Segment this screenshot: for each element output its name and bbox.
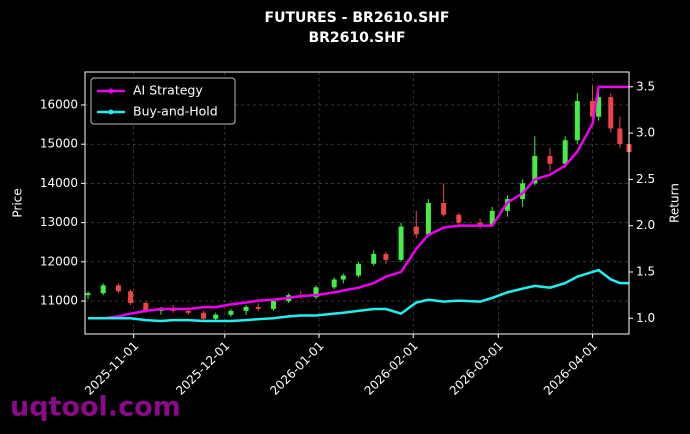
y2-tick-label: 2.0 bbox=[636, 218, 655, 232]
candle-body bbox=[331, 279, 337, 288]
candle-body bbox=[489, 210, 495, 225]
legend-marker bbox=[108, 109, 114, 115]
y-tick-label: 16000 bbox=[40, 97, 78, 111]
y2-tick-label: 1.5 bbox=[636, 264, 655, 278]
candle-body bbox=[356, 263, 362, 276]
candle-body bbox=[590, 101, 596, 117]
chart-title: FUTURES - BR2610.SHF bbox=[265, 10, 450, 26]
legend-label: Buy-and-Hold bbox=[133, 104, 218, 119]
candle-body bbox=[201, 312, 207, 319]
candle-body bbox=[574, 101, 580, 141]
x-tick-label: 2026-04-01 bbox=[541, 339, 600, 398]
y-tick-label: 12000 bbox=[40, 254, 78, 268]
candle-body bbox=[532, 155, 538, 184]
chart-subtitle: BR2610.SHF bbox=[308, 30, 405, 46]
candle-body bbox=[228, 310, 234, 315]
legend-label: AI Strategy bbox=[133, 83, 203, 98]
y2-tick-label: 2.5 bbox=[636, 172, 655, 186]
candle-body bbox=[143, 303, 149, 311]
candle-body bbox=[596, 97, 602, 117]
candle-body bbox=[243, 306, 249, 311]
candle-body bbox=[270, 301, 276, 309]
candle-body bbox=[477, 222, 483, 225]
candle-body bbox=[128, 291, 134, 304]
y-axis-label: Price bbox=[11, 188, 25, 217]
plot-frame bbox=[84, 71, 630, 335]
x-tick-label: 2026-01-01 bbox=[267, 339, 326, 398]
x-tick-label: 2026-03-01 bbox=[447, 339, 506, 398]
y-tick-label: 15000 bbox=[40, 137, 78, 151]
x-tick-label: 2026-02-01 bbox=[362, 339, 421, 398]
candle-body bbox=[313, 287, 319, 298]
candle-body bbox=[617, 128, 623, 145]
candle-body bbox=[547, 155, 553, 164]
return-line bbox=[88, 268, 629, 323]
y-tick-label: 11000 bbox=[40, 294, 78, 308]
legend-marker bbox=[108, 88, 114, 94]
candle-body bbox=[213, 314, 219, 319]
candle-body bbox=[185, 310, 191, 313]
candle-body bbox=[608, 97, 614, 129]
y-tick-label: 14000 bbox=[40, 176, 78, 190]
return-line bbox=[88, 85, 629, 320]
candle-body bbox=[441, 203, 447, 215]
candle-body bbox=[562, 140, 568, 164]
candle-body bbox=[413, 226, 419, 235]
y2-tick-label: 3.0 bbox=[636, 126, 655, 140]
y-tick-label: 13000 bbox=[40, 215, 78, 229]
candle-body bbox=[398, 226, 404, 260]
candle-body bbox=[520, 183, 526, 200]
candle-body bbox=[383, 253, 389, 260]
candle-body bbox=[456, 214, 462, 223]
candle-body bbox=[115, 285, 121, 292]
y2-tick-label: 1.0 bbox=[636, 311, 655, 325]
candle-body bbox=[371, 253, 377, 264]
legend-box bbox=[90, 77, 236, 125]
candle-body bbox=[504, 199, 510, 211]
y2-axis-label: Return bbox=[668, 183, 682, 223]
candle-body bbox=[255, 306, 261, 309]
candle-body bbox=[340, 275, 346, 280]
watermark: uqtool.com bbox=[10, 392, 181, 423]
x-tick-label: 2025-12-01 bbox=[173, 339, 232, 398]
candle-body bbox=[85, 293, 91, 296]
y2-tick-label: 3.5 bbox=[636, 79, 655, 93]
candle-body bbox=[425, 203, 431, 235]
x-tick-label: 2025-11-01 bbox=[82, 339, 141, 398]
candle-body bbox=[100, 285, 106, 294]
